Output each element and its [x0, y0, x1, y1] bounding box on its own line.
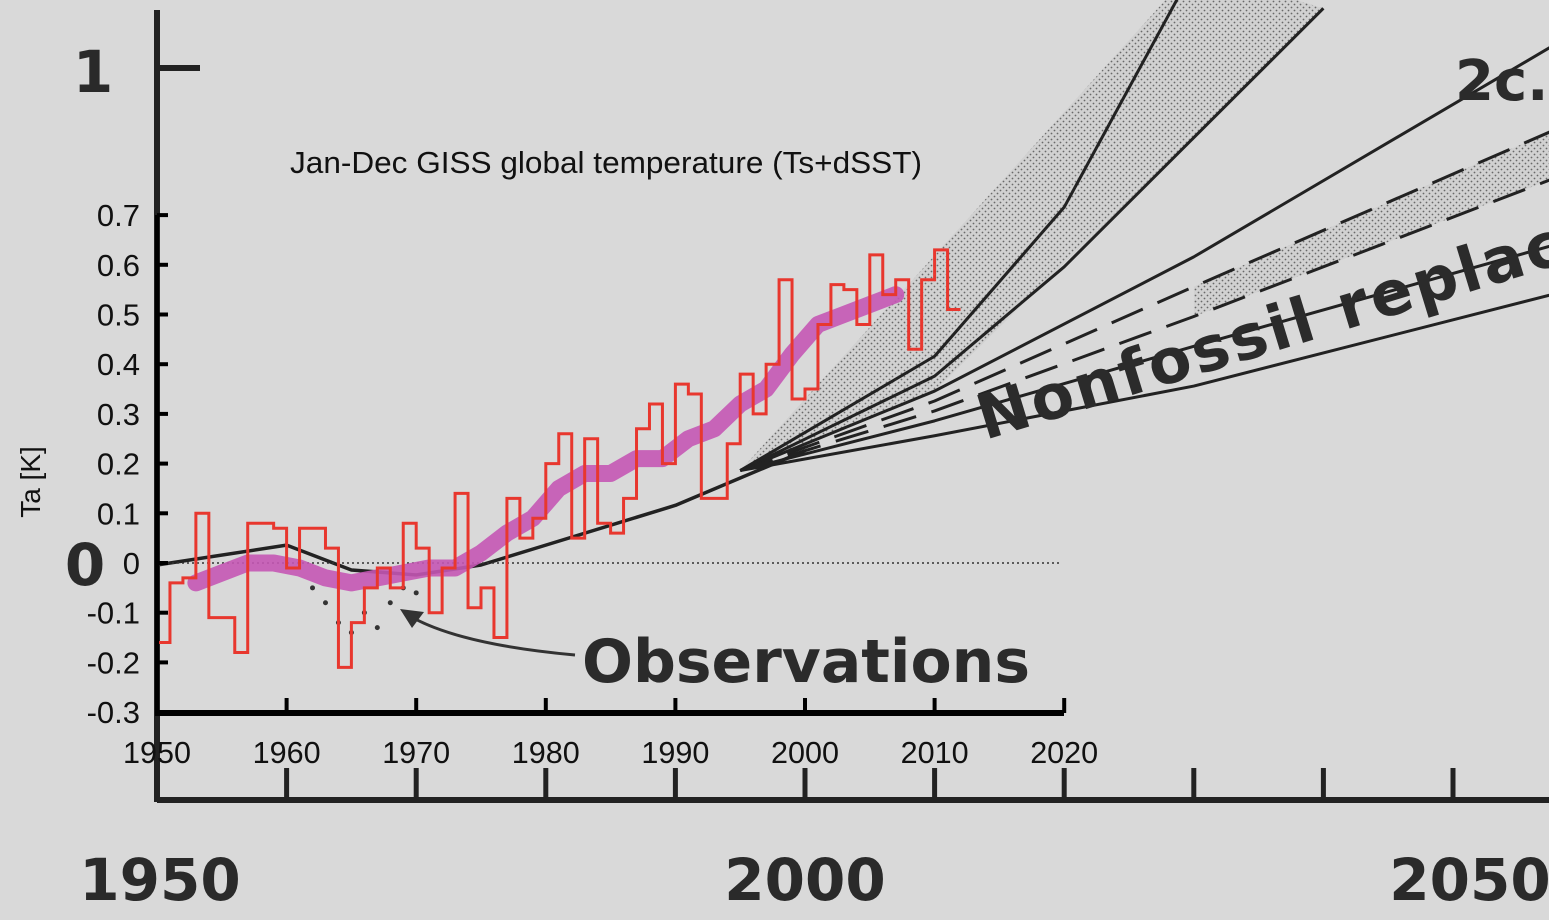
giss-inset-chart: 1950 1960 1970 1980 1990 2000 2010 2020 0.7 0.6 0.… [15, 145, 1098, 770]
observation-dot-8 [310, 585, 316, 591]
projection-line-2 [739, 7, 1325, 472]
projection-line-5 [739, 178, 1549, 473]
fg-y-tick-label-0.3: 0.3 [97, 397, 140, 432]
projection-line-4 [739, 130, 1549, 472]
fg-y-tick-label-0: 0 [123, 546, 140, 581]
projection-line-3 [739, 46, 1549, 472]
observation-dot-7 [413, 590, 419, 596]
bg-y-tick-label-1: 1 [73, 38, 113, 106]
fg-x-tick-label-2000: 2000 [771, 735, 839, 770]
bg-x-tick-label-2050: 2050 [1389, 846, 1549, 914]
annotation-observations: Observations [582, 627, 1030, 697]
fg-y-tick-label-0.2: 0.2 [97, 447, 140, 482]
bg-x-tick-label-1950: 1950 [79, 846, 240, 914]
observation-dot-4 [374, 625, 380, 631]
observation-dot-5 [387, 600, 393, 606]
observations-arrow-line [407, 613, 576, 657]
fg-chart-title: Jan-Dec GISS global temperature (Ts+dSST… [290, 145, 922, 180]
bg-y-tick-label-0: 0 [65, 531, 105, 599]
fg-x-tick-label-1990: 1990 [641, 735, 709, 770]
observation-dot-0 [322, 600, 328, 606]
fg-y-tick-label--0.1: -0.1 [87, 596, 140, 631]
fg-y-tick-label-0.7: 0.7 [97, 198, 140, 233]
fg-y-tick-label-0.6: 0.6 [97, 248, 140, 283]
fg-y-tick-label--0.3: -0.3 [87, 695, 140, 730]
fg-y-tick-label-0.1: 0.1 [97, 496, 140, 531]
bg-x-tick-label-2000: 2000 [724, 846, 885, 914]
fg-y-axis-label: Ta [K] [15, 446, 46, 518]
observations-arrow-head [400, 609, 424, 628]
shaded-band-lower [1193, 132, 1549, 317]
projection-line-7 [739, 293, 1549, 473]
fg-x-tick-label-1960: 1960 [253, 735, 321, 770]
fg-x-tick-label-2010: 2010 [901, 735, 969, 770]
shaded-band-upper [740, 0, 1324, 471]
annotation-2c: 2c. [1455, 49, 1548, 114]
projection-line-1 [739, 0, 1179, 472]
projection-line-6 [739, 244, 1549, 473]
fg-y-tick-label--0.2: -0.2 [87, 645, 140, 680]
fg-x-tick-label-2020: 2020 [1030, 735, 1098, 770]
fg-y-tick-label-0.4: 0.4 [97, 347, 140, 382]
fg-x-tick-label-1970: 1970 [382, 735, 450, 770]
fg-y-tick-label-0.5: 0.5 [97, 298, 140, 333]
fg-x-tick-label-1980: 1980 [512, 735, 580, 770]
fg-x-tick-label-1950: 1950 [123, 735, 191, 770]
annual-temperature-step-series [157, 248, 961, 669]
